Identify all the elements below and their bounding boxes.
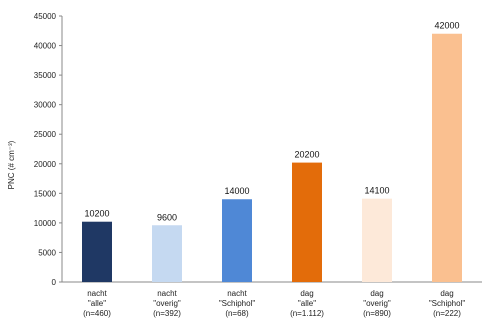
x-category-label: "alle" <box>298 299 316 308</box>
bar <box>152 225 182 282</box>
x-category-label: (n=890) <box>363 309 391 318</box>
y-tick-label: 40000 <box>34 42 57 51</box>
x-category-label: dag <box>440 289 453 298</box>
y-axis-label: PNC (# cm⁻³) <box>7 140 16 189</box>
y-tick-label: 35000 <box>34 71 57 80</box>
data-label: 10200 <box>84 209 109 219</box>
y-tick-label: 5000 <box>38 248 56 257</box>
x-category-label: "overig" <box>363 299 391 308</box>
bar <box>222 199 252 282</box>
x-category-label: "Schiphol" <box>429 299 466 308</box>
x-category-label: (n=68) <box>225 309 249 318</box>
x-category-label: nacht <box>87 289 107 298</box>
data-label: 42000 <box>434 21 459 31</box>
x-category-label: "overig" <box>153 299 181 308</box>
x-category-label: nacht <box>157 289 177 298</box>
bar <box>82 221 112 282</box>
x-axis-categories: nacht"alle"(n=460)nacht"overig"(n=392)na… <box>83 289 465 318</box>
y-tick-label: 10000 <box>34 219 57 228</box>
x-category-label: "Schiphol" <box>219 299 256 308</box>
y-tick-label: 15000 <box>34 189 57 198</box>
data-labels: 10200 9600 14000 20200 14100 42000 <box>84 21 459 223</box>
y-tick-label: 25000 <box>34 130 57 139</box>
y-tick-label: 20000 <box>34 160 57 169</box>
x-category-label: nacht <box>227 289 247 298</box>
data-label: 14100 <box>364 186 389 196</box>
x-category-label: (n=1.112) <box>290 309 324 318</box>
data-label: 9600 <box>157 212 177 222</box>
x-category-label: (n=460) <box>83 309 111 318</box>
bar <box>432 33 462 282</box>
x-category-label: (n=392) <box>153 309 181 318</box>
y-tick-label: 45000 <box>34 12 57 21</box>
y-tick-label: 30000 <box>34 101 57 110</box>
x-category-label: dag <box>300 289 313 298</box>
y-tick-label: 0 <box>52 278 57 287</box>
bar <box>292 162 322 282</box>
y-axis: 0 5000 10000 15000 20000 25000 30000 35000 40000… <box>34 12 482 287</box>
x-category-label: "alle" <box>88 299 106 308</box>
data-label: 14000 <box>224 186 249 196</box>
data-label: 20200 <box>294 150 319 160</box>
bars <box>82 33 462 282</box>
x-category-label: (n=222) <box>433 309 461 318</box>
x-category-label: dag <box>370 289 383 298</box>
bar <box>362 198 392 282</box>
